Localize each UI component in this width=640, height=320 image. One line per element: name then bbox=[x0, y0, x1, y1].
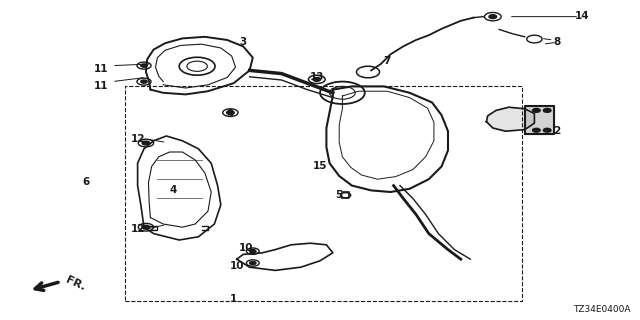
Circle shape bbox=[142, 141, 150, 145]
Text: TZ34E0400A: TZ34E0400A bbox=[573, 305, 630, 314]
Circle shape bbox=[489, 15, 497, 19]
Text: 5: 5 bbox=[335, 190, 343, 200]
Text: 8: 8 bbox=[553, 36, 561, 47]
Text: 11: 11 bbox=[94, 81, 108, 92]
Circle shape bbox=[313, 77, 321, 81]
Text: 3: 3 bbox=[239, 36, 247, 47]
Text: 11: 11 bbox=[94, 64, 108, 74]
Circle shape bbox=[532, 128, 540, 132]
Text: 10: 10 bbox=[239, 243, 253, 253]
Text: 4: 4 bbox=[169, 185, 177, 196]
Text: 10: 10 bbox=[230, 260, 244, 271]
Text: 15: 15 bbox=[313, 161, 327, 172]
Circle shape bbox=[141, 80, 147, 83]
Circle shape bbox=[227, 111, 234, 115]
Text: 12: 12 bbox=[131, 134, 145, 144]
Circle shape bbox=[543, 108, 551, 112]
Text: FR.: FR. bbox=[64, 274, 87, 292]
Text: 9: 9 bbox=[227, 108, 234, 119]
Circle shape bbox=[250, 250, 256, 253]
Text: 12: 12 bbox=[131, 224, 145, 234]
Circle shape bbox=[543, 128, 551, 132]
Text: 7: 7 bbox=[383, 56, 391, 66]
Text: 14: 14 bbox=[575, 11, 589, 21]
Text: 1: 1 bbox=[230, 294, 237, 304]
Text: 2: 2 bbox=[553, 126, 561, 136]
Polygon shape bbox=[486, 107, 534, 131]
Polygon shape bbox=[525, 106, 554, 134]
Circle shape bbox=[532, 108, 540, 112]
Text: 13: 13 bbox=[310, 72, 324, 82]
Text: 6: 6 bbox=[83, 177, 90, 188]
Circle shape bbox=[250, 261, 256, 265]
Circle shape bbox=[141, 64, 147, 67]
Circle shape bbox=[142, 225, 150, 229]
